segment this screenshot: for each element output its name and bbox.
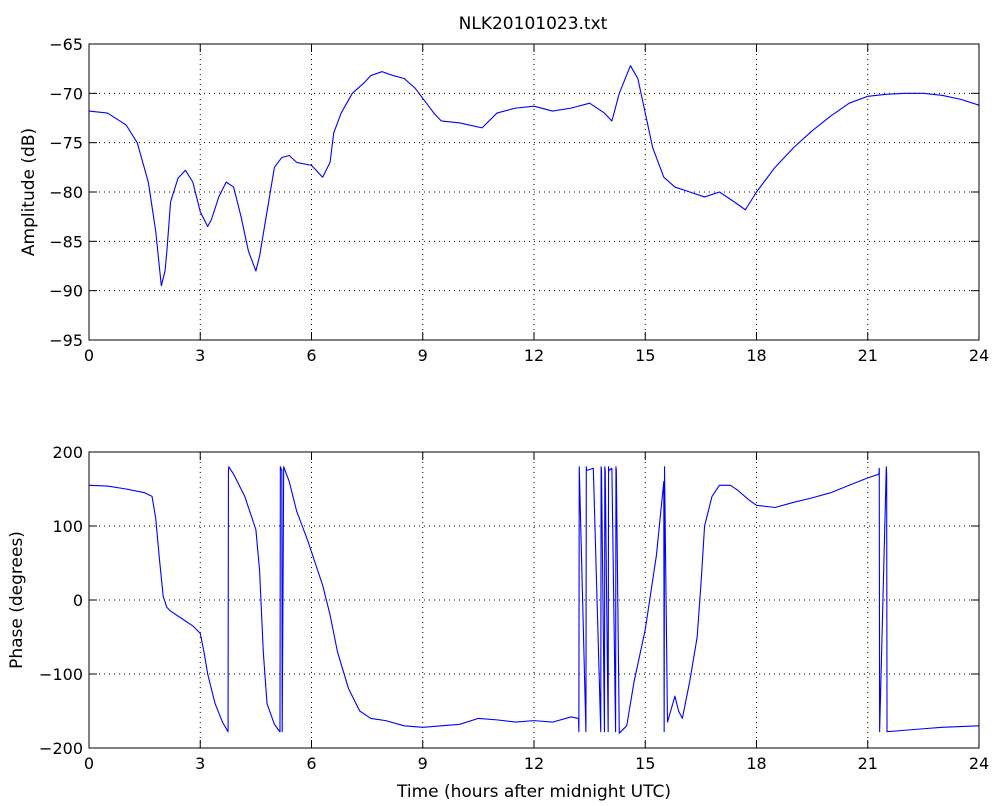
- amplitude-ytick-label: −85: [49, 232, 83, 251]
- phase-series: [88, 466, 980, 734]
- amplitude-series: [88, 65, 980, 287]
- amplitude-grid: [89, 44, 979, 340]
- phase-series-line: [88, 466, 980, 734]
- phase-xtick-label: 6: [306, 754, 316, 773]
- phase-ylabel: Phase (degrees): [7, 531, 27, 669]
- phase-xtick-label: 12: [524, 754, 544, 773]
- amplitude-ytick-label: −70: [49, 84, 83, 103]
- phase-grid: [89, 452, 979, 748]
- amplitude-xtick-label: 3: [195, 346, 205, 365]
- amplitude-ticks: 0 3 6 9 12 15 18 21 24 −95 −90 −85 −80 −75 −70 −65: [49, 35, 989, 365]
- phase-ytick-label: −200: [39, 739, 83, 758]
- amplitude-xtick-label: 6: [306, 346, 316, 365]
- amplitude-xtick-label: 9: [418, 346, 428, 365]
- amplitude-xtick-label: 15: [635, 346, 655, 365]
- phase-axes-frame: [88, 451, 980, 749]
- amplitude-xtick-label: 0: [84, 346, 94, 365]
- amplitude-xtick-label: 18: [746, 346, 766, 365]
- amplitude-ytick-label: −75: [49, 134, 83, 153]
- phase-xlabel: Time (hours after midnight UTC): [396, 782, 671, 802]
- phase-xtick-label: 15: [635, 754, 655, 773]
- phase-xtick-label: 18: [746, 754, 766, 773]
- amplitude-xtick-label: 21: [858, 346, 878, 365]
- phase-ytick-label: 0: [73, 591, 83, 610]
- phase-ytick-label: 200: [52, 443, 83, 462]
- chart-title: NLK20101023.txt: [459, 14, 608, 34]
- amplitude-axes-frame: [88, 43, 980, 341]
- amplitude-xtick-label: 24: [969, 346, 989, 365]
- amplitude-ytick-label: −90: [49, 282, 83, 301]
- amplitude-ylabel: Amplitude (dB): [19, 128, 39, 256]
- amplitude-xtick-label: 12: [524, 346, 544, 365]
- amplitude-ytick-label: −65: [49, 35, 83, 54]
- amplitude-ytick-label: −80: [49, 183, 83, 202]
- phase-xtick-label: 21: [858, 754, 878, 773]
- phase-ticks: 0 3 6 9 12 15 18 21 24 −200 −100 0 100 200: [39, 443, 989, 773]
- phase-ytick-label: −100: [39, 665, 83, 684]
- phase-xtick-label: 9: [418, 754, 428, 773]
- phase-ytick-label: 100: [52, 517, 83, 536]
- phase-xtick-label: 0: [84, 754, 94, 773]
- amplitude-plot: 0 3 6 9 12 15 18 21 24 −95 −90 −85 −80 −75 −70 −65 Ampl…: [19, 35, 989, 365]
- amplitude-series-line: [88, 65, 980, 287]
- phase-plot: 0 3 6 9 12 15 18 21 24 −200 −100 0 100 200 Phase (deg…: [7, 443, 989, 802]
- phase-xtick-label: 24: [969, 754, 989, 773]
- amplitude-ytick-label: −95: [49, 331, 83, 350]
- phase-xtick-label: 3: [195, 754, 205, 773]
